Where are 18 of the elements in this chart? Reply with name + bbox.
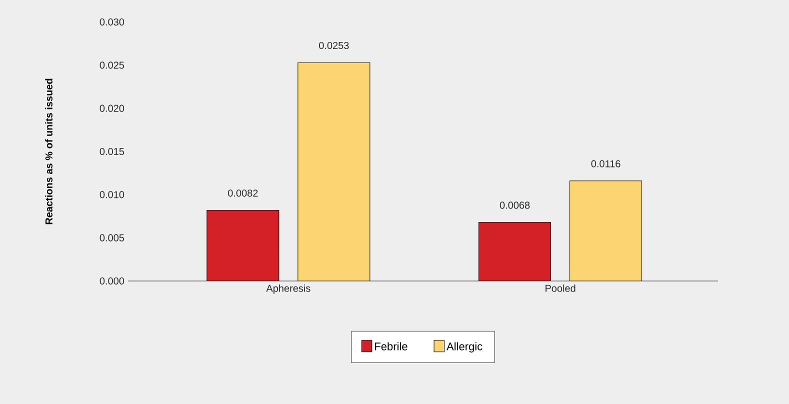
- data-label: 0.0116: [591, 160, 620, 168]
- y-tick-label: 0.010: [100, 191, 124, 198]
- y-tick-label: 0.025: [100, 62, 124, 69]
- y-tick-label: 0.005: [100, 234, 124, 242]
- y-tick-label: 0.015: [100, 148, 124, 156]
- x-tick-label: Pooled: [546, 284, 576, 292]
- data-label: 0.0082: [228, 190, 258, 197]
- legend-label: Febrile: [375, 342, 408, 350]
- legend-label: Allergic: [446, 342, 482, 352]
- data-label: 0.0253: [319, 42, 349, 50]
- bar: [206, 210, 279, 281]
- y-tick-label: 0.020: [100, 104, 124, 112]
- y-tick-label: 0.030: [100, 18, 124, 26]
- y-axis-title: Reactions as % of units issued: [45, 78, 52, 224]
- data-label: 0.0068: [500, 202, 530, 209]
- x-tick-label: Apheresis: [266, 284, 310, 294]
- bar: [478, 222, 552, 281]
- y-tick-label: 0.000: [100, 277, 124, 285]
